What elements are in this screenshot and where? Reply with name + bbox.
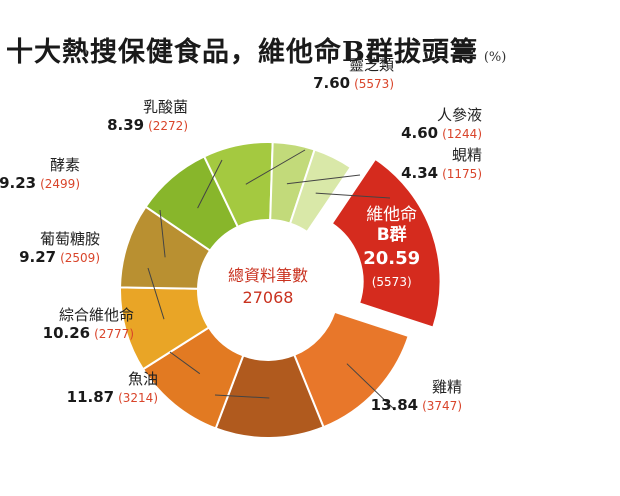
label-value-line-葡萄糖胺: 9.27 (2509) — [19, 248, 100, 266]
leader-line-雞精 — [346, 363, 396, 411]
unit-label: (%) — [483, 50, 507, 65]
label-value-line-乳酸菌: 8.39 (2272) — [107, 116, 188, 134]
highlight-label-value: 20.59 — [363, 248, 420, 269]
leader-line-酵素 — [159, 209, 166, 258]
label-value-乳酸菌: 8.39 — [107, 116, 144, 134]
label-value-魚油: 11.87 — [67, 388, 114, 406]
label-count-乳酸菌: (2272) — [148, 119, 188, 133]
label-name-魚油: 魚油 — [128, 370, 158, 388]
label-count-魚油: (3214) — [118, 391, 158, 405]
label-value-line-靈芝類: 7.60 (5573) — [313, 74, 394, 92]
label-name-酵素: 酵素 — [50, 156, 80, 174]
label-value-line-人參液: 4.60 (1244) — [401, 124, 482, 142]
label-name-雞精: 雞精 — [432, 378, 462, 396]
leader-line-乳酸菌 — [197, 159, 223, 209]
label-value-line-酵素: 9.23 (2499) — [0, 174, 80, 192]
chart-title: 十大熱搜保健食品，維他命B群拔頭籌 — [6, 37, 478, 68]
label-count-酵素: (2499) — [40, 177, 80, 191]
label-count-靈芝類: (5573) — [354, 77, 394, 91]
label-count-綜合維他命: (2777) — [94, 327, 134, 341]
leader-line-魚油 — [214, 394, 270, 399]
label-value-人參液: 4.60 — [401, 124, 438, 142]
label-value-酵素: 9.23 — [0, 174, 36, 192]
label-name-蜆精: 蜆精 — [452, 146, 482, 164]
highlight-label-name-2: B群 — [377, 224, 407, 245]
leader-line-蜆精 — [315, 192, 391, 199]
leader-line-靈芝類 — [245, 149, 306, 185]
label-value-雞精: 13.84 — [371, 396, 418, 414]
label-name-靈芝類: 靈芝類 — [349, 56, 394, 74]
leader-line-人參液 — [286, 174, 361, 185]
label-count-人參液: (1244) — [442, 127, 482, 141]
center-label: 總資料筆數 — [228, 266, 308, 285]
leader-line-綜合維他命 — [169, 351, 201, 375]
label-value-line-魚油: 11.87 (3214) — [67, 388, 158, 406]
label-name-人參液: 人參液 — [437, 106, 482, 124]
label-value-line-綜合維他命: 10.26 (2777) — [43, 324, 134, 342]
label-name-綜合維他命: 綜合維他命 — [59, 306, 134, 324]
label-count-雞精: (3747) — [422, 399, 462, 413]
highlight-label-count: (5573) — [372, 275, 412, 289]
highlight-label-name-1: 維他命 — [366, 205, 417, 225]
label-name-葡萄糖胺: 葡萄糖胺 — [40, 230, 100, 248]
label-value-綜合維他命: 10.26 — [43, 324, 90, 342]
label-count-蜆精: (1175) — [442, 167, 482, 181]
leader-line-葡萄糖胺 — [147, 267, 165, 320]
label-value-line-蜆精: 4.34 (1175) — [401, 164, 482, 182]
label-value-蜆精: 4.34 — [401, 164, 438, 182]
slice-維他命B群 — [330, 157, 442, 329]
label-value-靈芝類: 7.60 — [313, 74, 350, 92]
center-total: 27068 — [243, 288, 294, 307]
slice-蜆精 — [288, 148, 353, 234]
label-value-line-雞精: 13.84 (3747) — [371, 396, 462, 414]
label-value-葡萄糖胺: 9.27 — [19, 248, 56, 266]
label-count-葡萄糖胺: (2509) — [60, 251, 100, 265]
title-row: 十大熱搜保健食品，維他命B群拔頭籌 (%) — [6, 30, 506, 70]
label-name-乳酸菌: 乳酸菌 — [143, 98, 188, 116]
